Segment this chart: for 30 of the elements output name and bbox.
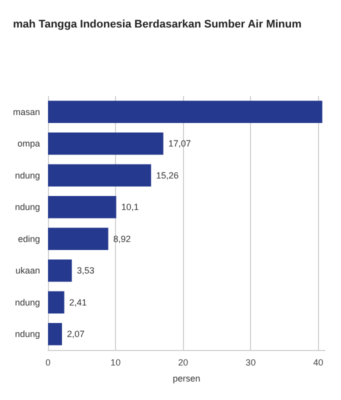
y-tick-label: ndung (14, 170, 40, 180)
bar (48, 228, 108, 250)
x-tick-label: 40 (313, 358, 324, 368)
y-tick-label: ukaan (15, 266, 40, 276)
y-tick-label: ompa (17, 138, 40, 149)
data-label: 2,07 (66, 329, 85, 340)
bar (48, 196, 116, 218)
y-tick-label: ndung (14, 202, 40, 212)
chart-title: mah Tangga Indonesia Berdasarkan Sumber Air Minum (13, 18, 302, 30)
x-tick-label: 0 (45, 358, 51, 368)
y-tick-label: ndung (14, 297, 40, 308)
data-label: 8,92 (113, 234, 131, 244)
x-axis-title: persen (172, 374, 200, 384)
bar (48, 260, 72, 282)
bar (48, 323, 62, 346)
y-tick-label: masan (12, 106, 40, 117)
x-tick-label: 30 (246, 358, 256, 368)
y-tick-label: eding (18, 234, 40, 244)
y-tick-label: ndung (14, 329, 40, 340)
x-tick-label: 10 (110, 358, 121, 368)
bar (48, 100, 322, 123)
bar (48, 164, 152, 186)
data-label: 10,1 (121, 202, 139, 212)
data-label: 17,07 (168, 138, 191, 149)
data-label: 3,53 (76, 266, 94, 276)
bar (48, 291, 64, 314)
data-label: 15,26 (156, 170, 179, 180)
x-tick-label: 20 (178, 358, 188, 368)
bar (48, 132, 164, 155)
data-label: 2,41 (69, 297, 87, 308)
